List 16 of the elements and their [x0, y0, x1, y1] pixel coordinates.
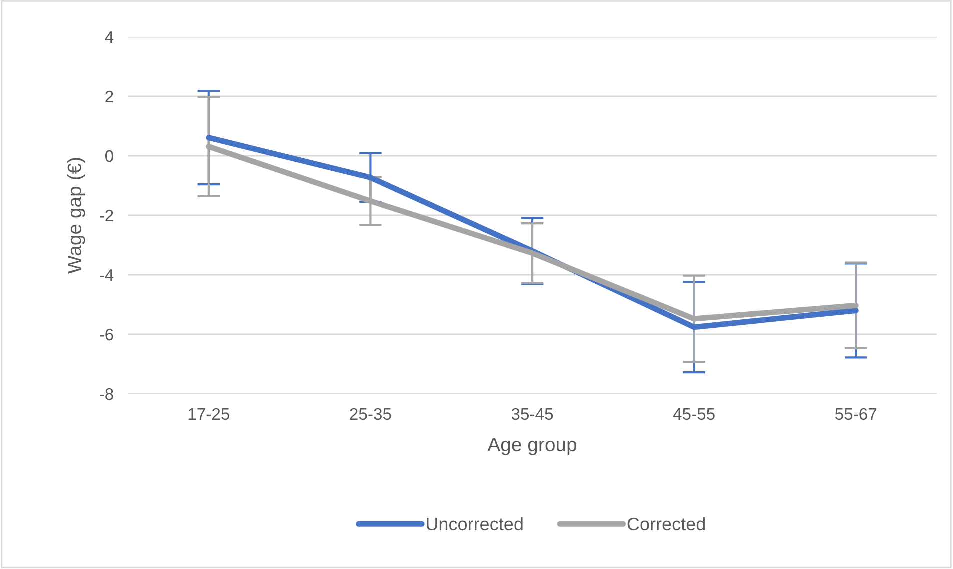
x-tick-label: 45-55 — [673, 408, 715, 420]
y-tick-label: -6 — [100, 328, 114, 341]
y-tick-label: 4 — [105, 32, 114, 44]
legend-label: Corrected — [628, 517, 706, 531]
x-tick-label: 35-45 — [512, 408, 554, 420]
y-tick-label: 0 — [105, 150, 114, 162]
y-tick-label: 2 — [106, 90, 114, 103]
x-tick-label: 25-35 — [350, 408, 392, 420]
legend-label: Uncorrected — [427, 517, 523, 531]
x-axis-title: Age group — [488, 438, 577, 456]
x-tick-label: 17-25 — [188, 408, 230, 420]
y-tick-label: -2 — [100, 210, 114, 222]
y-tick-label: -4 — [100, 270, 114, 282]
y-tick-label: -8 — [100, 388, 114, 400]
y-axis-title: Wage gap (€) — [67, 158, 86, 274]
x-tick-label: 55-67 — [835, 408, 877, 420]
